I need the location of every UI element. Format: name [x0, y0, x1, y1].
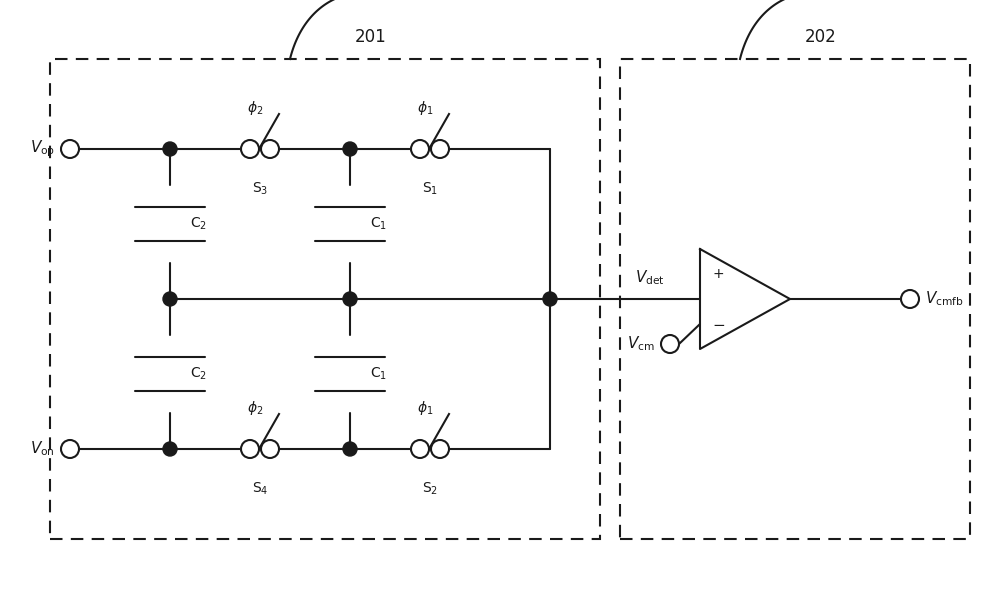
Text: 201: 201 [355, 28, 387, 46]
Circle shape [661, 335, 679, 353]
Text: $\mathrm{S}_3$: $\mathrm{S}_3$ [252, 181, 268, 198]
Text: $\mathrm{S}_4$: $\mathrm{S}_4$ [252, 481, 268, 497]
Text: $V_\mathrm{det}$: $V_\mathrm{det}$ [635, 268, 665, 287]
Text: $\phi_1$: $\phi_1$ [417, 399, 433, 417]
Text: $\phi_2$: $\phi_2$ [247, 399, 263, 417]
Circle shape [163, 142, 177, 156]
Circle shape [431, 140, 449, 158]
Text: $\mathrm{C}_1$: $\mathrm{C}_1$ [370, 216, 387, 232]
Text: $V_\mathrm{on}$: $V_\mathrm{on}$ [30, 440, 55, 458]
Circle shape [61, 140, 79, 158]
Text: 202: 202 [805, 28, 837, 46]
Text: $\phi_1$: $\phi_1$ [417, 99, 433, 117]
Text: $\mathrm{C}_2$: $\mathrm{C}_2$ [190, 216, 207, 232]
Circle shape [411, 440, 429, 458]
Text: $-$: $-$ [712, 316, 725, 331]
Circle shape [411, 140, 429, 158]
Circle shape [901, 290, 919, 308]
Circle shape [431, 440, 449, 458]
Text: $\phi_2$: $\phi_2$ [247, 99, 263, 117]
Text: $V_\mathrm{op}$: $V_\mathrm{op}$ [30, 139, 55, 159]
Circle shape [343, 142, 357, 156]
Text: $V_\mathrm{cmfb}$: $V_\mathrm{cmfb}$ [925, 290, 964, 308]
Circle shape [261, 440, 279, 458]
Bar [50, 59, 600, 539]
Text: $\mathrm{S}_2$: $\mathrm{S}_2$ [422, 481, 438, 497]
Circle shape [343, 292, 357, 306]
Circle shape [543, 292, 557, 306]
Circle shape [241, 440, 259, 458]
Circle shape [343, 442, 357, 456]
Circle shape [261, 140, 279, 158]
Circle shape [163, 292, 177, 306]
Text: $\mathrm{S}_1$: $\mathrm{S}_1$ [422, 181, 438, 198]
Text: $\mathrm{C}_1$: $\mathrm{C}_1$ [370, 366, 387, 382]
Circle shape [241, 140, 259, 158]
Text: $V_\mathrm{cm}$: $V_\mathrm{cm}$ [627, 335, 655, 353]
Circle shape [163, 442, 177, 456]
Bar [620, 59, 970, 539]
Text: +: + [712, 267, 724, 281]
Circle shape [61, 440, 79, 458]
Text: $\mathrm{C}_2$: $\mathrm{C}_2$ [190, 366, 207, 382]
